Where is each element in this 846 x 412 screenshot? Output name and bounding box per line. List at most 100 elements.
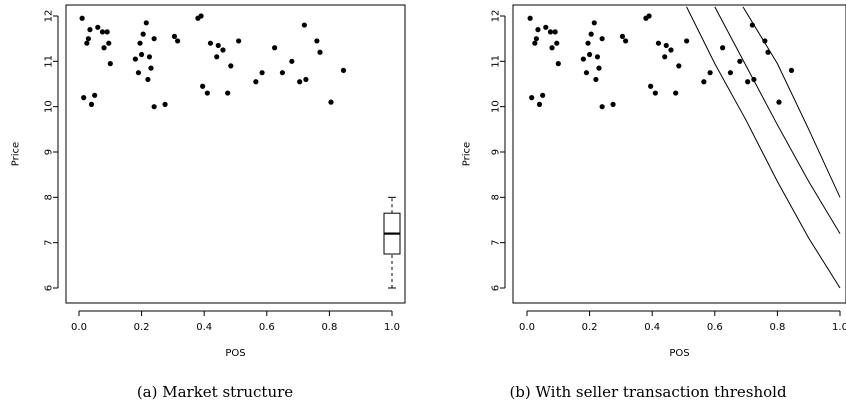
data-point xyxy=(225,90,231,96)
data-point xyxy=(543,24,549,30)
data-point xyxy=(259,70,265,76)
y-tick-label: 8 xyxy=(491,194,502,200)
y-tick-label: 12 xyxy=(44,10,55,23)
data-point xyxy=(99,29,106,35)
y-tick-label: 8 xyxy=(44,194,55,200)
x-tick-label: 0.2 xyxy=(134,322,150,333)
data-point xyxy=(279,70,286,76)
data-point xyxy=(591,20,597,26)
panel-a-market-structure: 0.0 0.2 0.4 0.6 0.8 1.0 6 7 8 9 10 11 12 POS Price xyxy=(11,4,406,359)
x-tick-label: 0.0 xyxy=(519,322,535,333)
data-point xyxy=(79,15,85,21)
data-point xyxy=(533,36,539,42)
x-tick-label: 1.0 xyxy=(384,322,400,333)
data-point xyxy=(162,101,168,107)
data-point xyxy=(594,54,601,60)
data-point xyxy=(214,54,220,60)
data-point xyxy=(151,104,157,110)
data-point xyxy=(145,76,151,83)
data-point xyxy=(289,58,295,64)
data-point xyxy=(151,36,157,42)
data-point xyxy=(139,51,145,58)
data-point xyxy=(648,83,654,89)
data-point xyxy=(596,65,602,71)
data-point xyxy=(788,67,795,73)
data-point xyxy=(532,40,538,46)
data-point xyxy=(580,56,586,62)
data-point xyxy=(107,61,113,67)
data-point xyxy=(536,101,543,107)
data-point xyxy=(84,40,90,46)
data-point xyxy=(663,42,669,49)
data-point xyxy=(673,90,679,96)
data-point xyxy=(95,24,101,30)
data-point xyxy=(207,40,214,46)
data-point xyxy=(622,38,629,44)
data-point xyxy=(619,33,626,40)
x-tick-label: 1.0 xyxy=(832,322,846,333)
y-tick-label: 9 xyxy=(44,149,55,155)
data-point xyxy=(535,27,541,33)
y-tick-label: 6 xyxy=(44,285,55,291)
data-point xyxy=(171,33,178,40)
data-point xyxy=(684,38,690,44)
threshold-curve xyxy=(686,6,841,289)
data-point xyxy=(198,13,204,19)
x-tick-label: 0.6 xyxy=(707,322,723,333)
data-point xyxy=(81,95,87,101)
data-point xyxy=(540,92,546,98)
y-tick-label: 7 xyxy=(44,239,55,245)
data-point xyxy=(583,70,590,76)
data-point xyxy=(146,54,153,60)
data-point xyxy=(749,22,755,28)
data-point xyxy=(745,79,751,85)
data-point xyxy=(314,38,320,44)
data-point xyxy=(652,90,658,96)
data-point xyxy=(588,31,594,37)
data-point xyxy=(527,15,533,21)
y-tick-label: 10 xyxy=(44,100,55,113)
y-tick-label: 6 xyxy=(491,285,502,291)
data-point xyxy=(776,99,782,105)
data-point xyxy=(87,27,93,33)
x-tick-label: 0.8 xyxy=(321,322,337,333)
y-tick-label: 7 xyxy=(491,239,502,245)
y-axis-title: Price xyxy=(11,142,22,166)
data-point xyxy=(137,40,143,46)
data-point xyxy=(720,45,726,51)
data-point xyxy=(549,45,555,51)
data-point xyxy=(676,63,682,69)
data-point xyxy=(303,76,309,83)
data-point xyxy=(707,70,713,76)
data-point xyxy=(587,51,593,58)
data-point xyxy=(555,61,561,67)
data-point xyxy=(85,36,91,42)
data-point xyxy=(132,56,138,62)
y-tick-label: 11 xyxy=(44,55,55,68)
caption-a: (a) Market structure xyxy=(137,383,293,401)
data-point xyxy=(200,83,206,89)
data-point xyxy=(610,101,616,107)
data-point xyxy=(585,40,591,46)
data-point xyxy=(328,99,334,105)
data-point xyxy=(236,38,242,44)
data-point xyxy=(751,76,757,83)
data-point xyxy=(599,36,605,42)
y-tick-label: 10 xyxy=(491,100,502,113)
data-point xyxy=(701,79,707,85)
data-point xyxy=(104,29,110,35)
data-point xyxy=(135,70,142,76)
data-point xyxy=(148,65,154,71)
data-point xyxy=(140,31,146,37)
x-tick-label: 0.8 xyxy=(769,322,785,333)
data-point xyxy=(662,54,668,60)
data-point xyxy=(88,101,95,107)
data-point xyxy=(668,47,674,53)
data-point xyxy=(765,49,771,55)
data-point xyxy=(552,29,558,35)
data-point xyxy=(737,58,743,64)
data-point xyxy=(174,38,181,44)
data-point xyxy=(92,92,98,98)
data-point xyxy=(655,40,662,46)
threshold-curve xyxy=(714,6,841,234)
